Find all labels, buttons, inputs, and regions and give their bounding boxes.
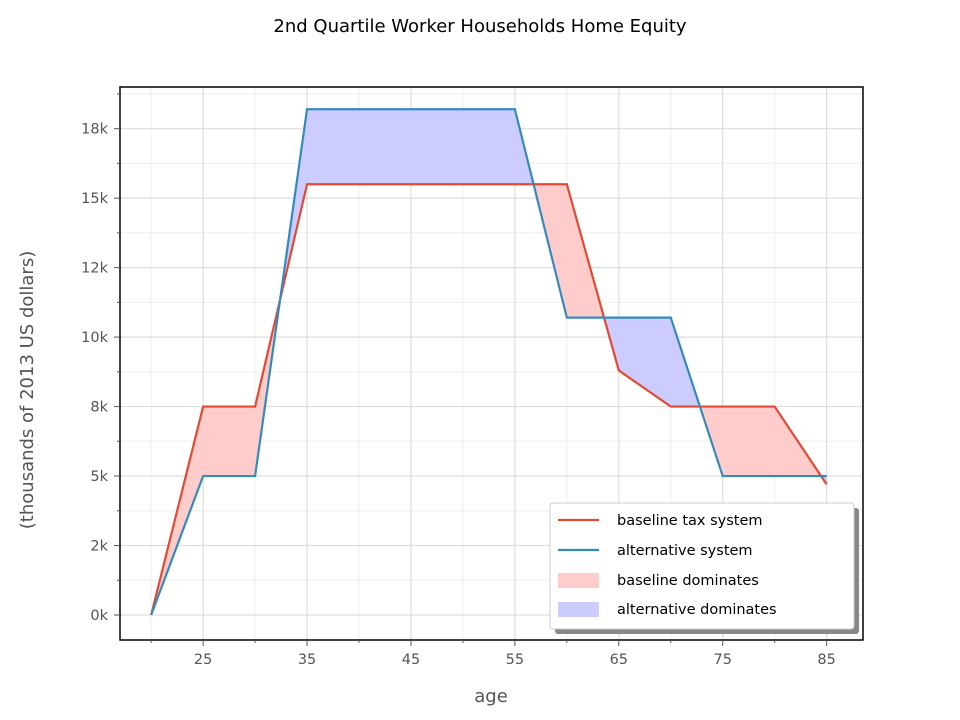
y-tick-label: 5k xyxy=(90,469,108,485)
x-tick-label: 25 xyxy=(194,652,212,668)
y-tick-label: 8k xyxy=(90,400,108,416)
plot-frame xyxy=(119,86,864,641)
x-tick-label: 75 xyxy=(713,652,731,668)
y-tick-label: 2k xyxy=(90,539,108,555)
x-tick-label: 35 xyxy=(298,652,316,668)
x-tick-label: 45 xyxy=(402,652,420,668)
legend-label-baseline: baseline tax system xyxy=(617,513,763,529)
legend-swatch-baseline-dominates xyxy=(558,573,599,588)
chart-title: 2nd Quartile Worker Households Home Equi… xyxy=(273,16,687,37)
fill-alternative-dominates xyxy=(280,109,534,300)
y-tick-label: 10k xyxy=(81,330,108,346)
legend-label-alternative: alternative system xyxy=(617,543,753,559)
fill-alternative-dominates xyxy=(604,317,700,407)
fill-baseline-dominates xyxy=(699,406,822,477)
fill-baseline-dominates xyxy=(151,299,281,615)
y-tick-label: 15k xyxy=(81,191,108,207)
legend-label-baseline-dominates: baseline dominates xyxy=(617,573,759,589)
x-tick-label: 65 xyxy=(610,652,628,668)
dominance-fills xyxy=(151,109,827,615)
legend-swatch-alternative-dominates xyxy=(558,602,599,617)
legend: baseline tax system alternative system bas… xyxy=(549,502,859,634)
y-tick-label: 0k xyxy=(90,608,108,624)
fill-baseline-dominates xyxy=(533,184,605,318)
series-lines xyxy=(150,108,828,616)
y-tick-label: 12k xyxy=(81,261,108,277)
y-tick-label: 18k xyxy=(81,122,108,138)
baseline-tax-system-line xyxy=(150,183,828,616)
y-axis-label: (thousands of 2013 US dollars) xyxy=(17,251,38,529)
axis-ticks: 25 35 45 55 65 75 85 0k 2k 5k 8k 10k 12k 15k 18k xyxy=(81,93,836,668)
x-tick-label: 55 xyxy=(506,652,524,668)
legend-label-alternative-dominates: alternative dominates xyxy=(617,602,777,618)
legend-box xyxy=(549,502,855,630)
x-tick-label: 85 xyxy=(817,652,835,668)
x-axis-label: age xyxy=(474,686,508,707)
alternative-system-line xyxy=(150,108,827,616)
